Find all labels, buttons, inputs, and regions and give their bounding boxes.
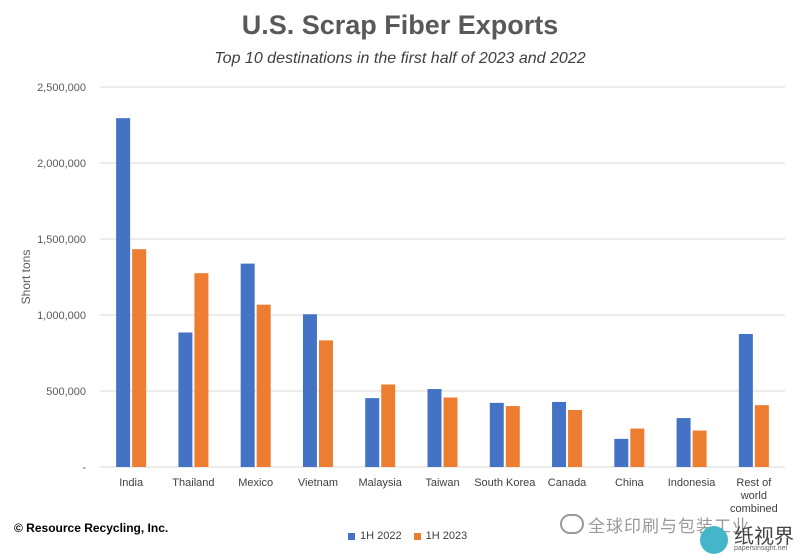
watermark-url: papersinsight.net [734,545,788,552]
y-tick-label: 2,500,000 [37,82,86,94]
x-tick-label: world [740,490,767,502]
bar-1h-2023 [630,428,645,467]
x-tick-label: Indonesia [668,477,717,489]
bar-1h-2022 [427,389,442,467]
legend-label-1h-2023: 1H 2023 [425,530,468,542]
bar-1h-2023 [754,405,769,467]
watermark-brand: 纸视界 [734,524,794,548]
legend-label-1h-2022: 1H 2022 [360,530,402,542]
bar-1h-2022 [365,398,380,467]
x-tick-label: South Korea [474,477,536,489]
bar-1h-2022 [738,334,753,467]
bar-1h-2022 [178,332,193,467]
brand-logo-icon [700,526,728,554]
x-tick-label: combined [730,503,778,515]
x-tick-label: Rest of [736,477,772,489]
bar-1h-2022 [676,418,691,467]
bar-1h-2023 [692,430,707,467]
y-tick-label: - [82,462,86,474]
bar-1h-2023 [318,340,333,467]
bar-1h-2022 [116,118,131,467]
bar-1h-2022 [489,402,504,467]
y-tick-label: 1,500,000 [37,234,86,246]
bar-1h-2022 [302,314,317,467]
bar-1h-2023 [256,304,271,467]
legend-item-1h-2023: 1H 2023 [413,530,468,542]
x-tick-label: Canada [548,477,587,489]
watermark: 全球印刷与包装工业 纸视界 papersinsight.net [560,512,800,557]
bar-1h-2023 [443,397,458,467]
legend-item-1h-2022: 1H 2022 [348,530,402,542]
x-tick-label: China [615,477,645,489]
bar-1h-2022 [552,401,567,467]
x-tick-label: Vietnam [298,477,338,489]
chart-title: U.S. Scrap Fiber Exports [241,10,559,40]
x-tick-label: Mexico [238,477,273,489]
x-tick-label: India [119,477,144,489]
bar-1h-2023 [568,410,583,467]
legend-swatch-1h-2023 [413,532,421,540]
chart-legend: 1H 2022 1H 2023 [348,530,479,542]
bar-1h-2023 [132,249,147,467]
bar-1h-2023 [505,406,520,467]
y-axis-label: Short tons [19,250,33,305]
x-tick-label: Taiwan [425,477,459,489]
x-tick-label: Thailand [172,477,214,489]
y-tick-label: 1,000,000 [37,310,86,322]
wechat-icon [560,514,584,534]
x-tick-label: Malaysia [359,477,403,489]
y-tick-label: 2,000,000 [37,158,86,170]
chart-subtitle: Top 10 destinations in the first half of… [214,50,586,67]
legend-swatch-1h-2022 [348,532,355,540]
y-tick-label: 500,000 [46,386,86,398]
bar-1h-2022 [240,263,255,467]
copyright-notice: © Resource Recycling, Inc. [14,521,169,535]
bar-1h-2023 [194,273,209,467]
bar-1h-2023 [381,384,396,467]
bar-1h-2022 [614,438,629,467]
